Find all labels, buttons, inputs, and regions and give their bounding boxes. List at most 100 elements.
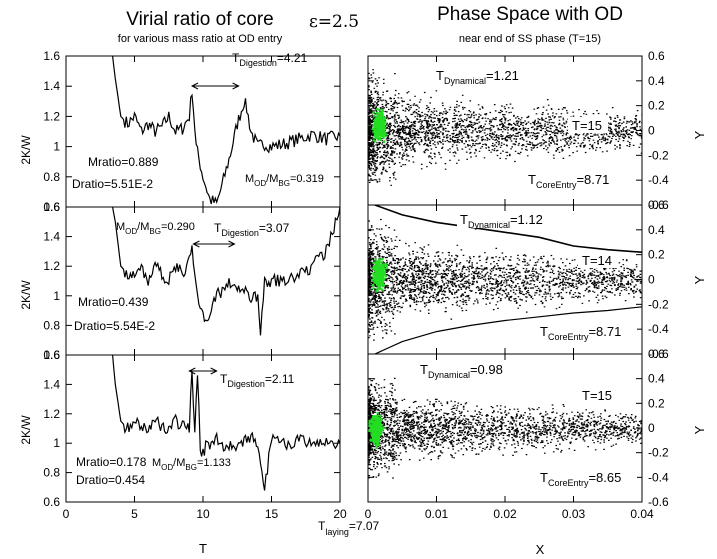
y-tick-label: 1.4 — [43, 230, 60, 244]
phase-panel-3: -0.6 -0.4 -0.2 0 0.2 0.4 0.6 0 0.01 0.02 0.03 0.04 T… — [365, 347, 669, 521]
y-tick-label: 0.6 — [648, 347, 665, 361]
y-tick-label: 1 — [53, 436, 60, 450]
x-tick-label: 0.02 — [493, 507, 517, 521]
right-ylabel-2: Y — [692, 275, 707, 284]
y-tick-label: 0.6 — [43, 348, 60, 362]
y-tick-label: 0.8 — [43, 170, 60, 184]
mratio-label: Mratio=0.439 — [78, 295, 149, 309]
y-tick-label: -0.2 — [648, 446, 669, 460]
y-tick-label: -0.2 — [648, 297, 669, 311]
label-bg — [457, 212, 557, 228]
digestion-label: TDigestion=3.07 — [214, 221, 290, 238]
right-xlabel: X — [536, 542, 545, 557]
arrow-head — [210, 367, 218, 375]
y-tick-label: 0.6 — [648, 198, 665, 212]
x-tick-label: 0 — [63, 507, 70, 521]
mratio-label: Mratio=0.889 — [88, 155, 159, 169]
y-tick-label: 0.8 — [43, 466, 60, 480]
y-tick-label: 1.6 — [43, 49, 60, 63]
t-label: T=15 — [582, 388, 612, 403]
y-tick-label: 1.2 — [43, 109, 60, 123]
particles-black — [368, 218, 642, 341]
particle-cloud — [368, 69, 642, 186]
particles-green — [371, 258, 388, 293]
envelope-upper — [374, 205, 642, 253]
virial-line — [112, 206, 341, 336]
x-tick-label: 0.01 — [425, 507, 449, 521]
dratio-label: Dratio=0.454 — [76, 473, 145, 487]
y-tick-label: 0.2 — [648, 99, 665, 113]
y-tick-label: -0.2 — [648, 148, 669, 162]
y-tick-label: -0.4 — [648, 322, 669, 336]
arrow-head — [188, 367, 196, 375]
y-tick-label: -0.6 — [648, 347, 669, 361]
y-tick-label: 0.6 — [43, 495, 60, 509]
y-tick-label: 0.4 — [648, 372, 665, 386]
virial-panel-3: 0.6 0.8 1 1.2 1.4 1.6 0 5 10 15 20 TDigestion=2.11 M… — [43, 348, 347, 521]
x-tick-label: 0 — [365, 507, 372, 521]
mratio-label: Mratio=0.178 — [76, 455, 147, 469]
mass-ratio-label: MOD/MBG=0.319 — [245, 173, 324, 188]
virial-panel-2: 0.6 0.8 1 1.2 1.4 1.6 MOD/MBG=0.290 TDigestion=… — [43, 200, 341, 362]
dratio-label: Dratio=5.51E-2 — [72, 177, 153, 191]
arrow-head — [192, 240, 200, 248]
arrow-head — [232, 82, 240, 90]
y-tick-label: 1.4 — [43, 377, 60, 391]
y-tick-label: 0.4 — [648, 74, 665, 88]
envelope-lower — [374, 306, 642, 354]
t-label: T=14 — [582, 253, 612, 268]
virial-panel-1: 0.6 0.8 1 1.2 1.4 1.6 Dratio=5.51E-2 Mratio=0.8… — [43, 49, 341, 214]
dynamical-label: TDynamical=1.12 — [460, 212, 543, 230]
tlaying-label: Tlaying=7.07 — [318, 519, 380, 537]
label-bg — [537, 468, 637, 492]
phase-panel-2: -0.6 -0.4 -0.2 0 0.2 0.4 0.6 TDynamical=1.12 T=1… — [367, 198, 669, 361]
x-tick-label: 0.04 — [630, 507, 654, 521]
core-entry-label: TCoreEntry=8.71 — [540, 324, 621, 342]
y-tick-label: 1 — [53, 140, 60, 154]
y-tick-label: 0.8 — [43, 318, 60, 332]
particles-green — [371, 108, 388, 144]
dynamical-label: TDynamical=1.21 — [436, 68, 519, 86]
right-subtitle: near end of SS phase (T=15) — [459, 33, 601, 45]
y-tick-label: 0 — [648, 273, 655, 287]
right-ylabel-1: Y — [692, 130, 707, 139]
label-bg — [568, 117, 608, 133]
y-tick-label: 0 — [648, 421, 655, 435]
y-tick-label: 1.6 — [43, 348, 60, 362]
virial-line — [112, 354, 341, 491]
y-tick-label: 0.6 — [648, 49, 665, 63]
phase-panel-1: -0.6 -0.4 -0.2 0 0.2 0.4 0.6 TDynamical=1.21 T=1… — [367, 49, 669, 212]
label-bg — [434, 68, 534, 84]
label-bg — [525, 170, 631, 194]
y-tick-label: 1.4 — [43, 79, 60, 93]
right-title: Phase Space with OD — [437, 4, 623, 25]
y-tick-label: 1 — [53, 289, 60, 303]
y-tick-label: 0.2 — [648, 248, 665, 262]
mass-ratio-label: MOD/MBG=1.133 — [152, 457, 231, 472]
particles-black — [368, 69, 642, 186]
y-tick-label: 0.2 — [648, 396, 665, 410]
y-tick-label: 1.6 — [43, 200, 60, 214]
left-ylabel-2: 2K/W — [19, 280, 33, 310]
label-bg — [578, 387, 618, 403]
y-tick-label: -0.4 — [648, 470, 669, 484]
particle-cloud — [368, 205, 642, 354]
arrow-head — [228, 240, 236, 248]
left-title: Virial ratio of core — [126, 9, 274, 30]
dratio-label: Dratio=5.54E-2 — [74, 319, 155, 333]
left-xlabel: T — [199, 541, 207, 556]
arrow-head — [190, 82, 199, 90]
x-tick-label: 10 — [196, 507, 210, 521]
mass-ratio-label: MOD/MBG=0.290 — [116, 221, 195, 236]
y-tick-label: 0 — [648, 124, 655, 138]
core-entry-label: TCoreEntry=8.71 — [528, 172, 609, 190]
epsilon-label: ε=2.5 — [309, 12, 359, 32]
y-tick-label: -0.6 — [648, 198, 669, 212]
label-bg — [578, 252, 618, 268]
y-tick-label: 0.4 — [648, 223, 665, 237]
core-entry-label: TCoreEntry=8.65 — [540, 470, 621, 488]
right-ylabel-3: Y — [692, 425, 707, 434]
y-tick-label: 0.6 — [43, 200, 60, 214]
dynamical-label: TDynamical=0.98 — [420, 362, 503, 380]
